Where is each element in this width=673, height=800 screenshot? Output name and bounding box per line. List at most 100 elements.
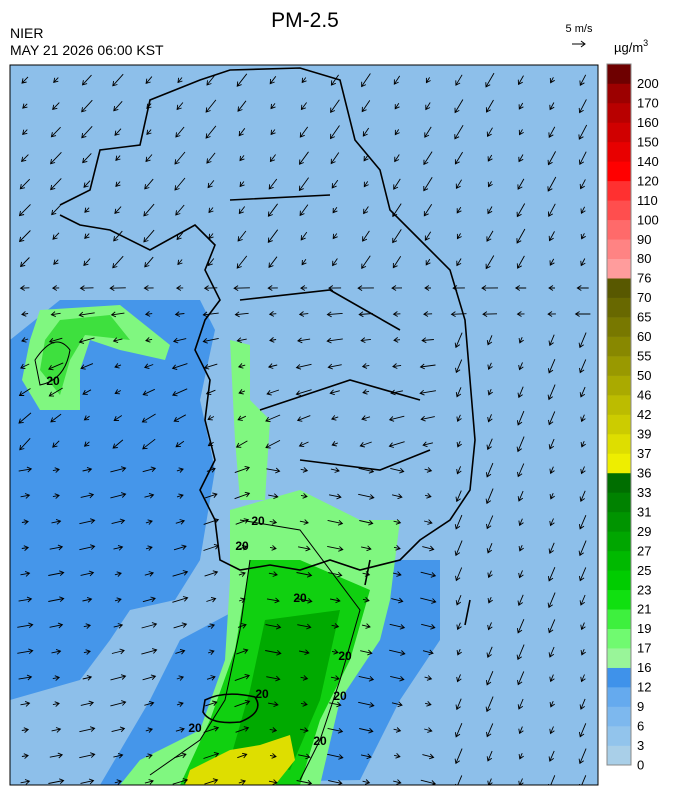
wind-arrow bbox=[17, 622, 34, 629]
colorbar-label: 27 bbox=[637, 543, 651, 558]
wind-arrow bbox=[300, 102, 307, 111]
wind-arrow bbox=[143, 229, 155, 243]
wind-arrow bbox=[49, 544, 64, 551]
wind-arrow bbox=[269, 753, 277, 759]
wind-arrow bbox=[419, 363, 436, 370]
wind-arrow bbox=[203, 518, 220, 525]
wind-arrow bbox=[361, 363, 370, 369]
wind-arrow bbox=[549, 102, 555, 111]
wind-arrow bbox=[48, 570, 65, 577]
wind-arrow bbox=[145, 727, 154, 733]
colorbar-segment bbox=[607, 161, 631, 182]
wind-arrow bbox=[391, 285, 403, 291]
wind-arrow bbox=[454, 748, 463, 765]
wind-arrow bbox=[358, 311, 373, 318]
wind-arrow bbox=[110, 674, 127, 681]
wind-arrow bbox=[332, 207, 338, 214]
wind-arrow bbox=[52, 232, 60, 240]
wind-arrow bbox=[111, 726, 126, 733]
wind-arrow bbox=[391, 701, 403, 708]
map-frame bbox=[9, 64, 599, 786]
wind-arrow bbox=[269, 727, 278, 733]
wind-arrow bbox=[235, 518, 250, 525]
wind-arrow bbox=[203, 751, 220, 759]
colorbar-label: 36 bbox=[637, 465, 651, 480]
wind-arrow bbox=[298, 753, 311, 760]
wind-arrow bbox=[329, 701, 342, 708]
wind-arrow bbox=[549, 466, 555, 475]
wind-arrow bbox=[424, 285, 431, 291]
wind-arrow bbox=[300, 675, 309, 681]
wind-arrow bbox=[516, 644, 525, 661]
wind-arrow bbox=[80, 570, 95, 577]
colorbar-segment bbox=[607, 453, 631, 474]
wind-arrow bbox=[549, 518, 555, 527]
unit: µg/m3 bbox=[614, 38, 648, 55]
wind-arrow bbox=[144, 571, 155, 577]
wind-arrow bbox=[269, 76, 277, 85]
colorbar-segment bbox=[607, 511, 631, 532]
wind-arrow bbox=[142, 438, 156, 450]
wind-arrow bbox=[456, 206, 462, 214]
wind-arrow bbox=[579, 74, 587, 86]
wind-arrow bbox=[361, 623, 371, 629]
wind-arrow bbox=[83, 649, 91, 655]
wind-arrow bbox=[549, 493, 555, 500]
wind-arrow bbox=[208, 233, 214, 240]
wind-arrow bbox=[299, 649, 310, 656]
wind-arrow bbox=[300, 285, 308, 291]
wind-arrow bbox=[268, 571, 278, 577]
colorbar-label: 16 bbox=[637, 660, 651, 675]
wind-arrow bbox=[425, 77, 431, 84]
colorbar-label: 33 bbox=[637, 485, 651, 500]
wind-arrow bbox=[547, 567, 556, 582]
wind-arrow bbox=[176, 675, 185, 681]
wind-arrow bbox=[332, 233, 338, 240]
wind-arrow bbox=[548, 334, 555, 347]
wind-arrow bbox=[143, 285, 154, 291]
wind-arrow bbox=[482, 311, 498, 317]
colorbar-segment bbox=[607, 180, 631, 201]
wind-arrow bbox=[424, 727, 433, 733]
wind-arrow bbox=[203, 363, 218, 370]
wind-arrow bbox=[234, 465, 250, 474]
colorbar-segment bbox=[607, 356, 631, 376]
wind-arrow bbox=[18, 596, 33, 603]
wind-arrow bbox=[548, 750, 555, 762]
wind-arrow bbox=[172, 778, 189, 785]
wind-arrow bbox=[79, 752, 96, 759]
wind-arrow bbox=[175, 519, 186, 525]
wind-arrow bbox=[112, 255, 124, 269]
wind-arrow bbox=[203, 543, 220, 551]
wind-arrow bbox=[390, 389, 403, 396]
wind-arrow bbox=[52, 493, 60, 499]
wind-arrow bbox=[518, 337, 524, 344]
wind-arrow bbox=[548, 542, 555, 554]
wind-arrow bbox=[518, 545, 524, 552]
wind-arrow bbox=[84, 207, 90, 213]
wind-arrow bbox=[235, 440, 248, 448]
colorbar-segment bbox=[607, 200, 631, 221]
wind-arrow bbox=[423, 519, 433, 525]
wind-arrow bbox=[172, 570, 189, 577]
colorbar-segment bbox=[607, 375, 631, 396]
wind-arrow bbox=[53, 77, 59, 84]
colorbar-label: 200 bbox=[637, 76, 659, 91]
wind-arrow bbox=[388, 415, 405, 422]
wind-arrow bbox=[518, 129, 524, 136]
wind-arrow bbox=[174, 151, 186, 165]
wind-arrow bbox=[236, 337, 247, 344]
colorbar-frame bbox=[606, 63, 632, 766]
wind-arrow bbox=[326, 337, 343, 344]
wind-arrow bbox=[299, 151, 309, 165]
wind-arrow bbox=[142, 466, 157, 473]
wind-arrow bbox=[547, 775, 556, 785]
wind-arrow bbox=[549, 701, 555, 708]
wind-arrow bbox=[145, 76, 153, 85]
contour-label: 20 bbox=[251, 514, 265, 528]
colorbar-label: 170 bbox=[637, 95, 659, 110]
wind-arrow bbox=[110, 492, 127, 499]
wind-arrow bbox=[207, 258, 215, 267]
contour-label: 20 bbox=[188, 721, 202, 735]
